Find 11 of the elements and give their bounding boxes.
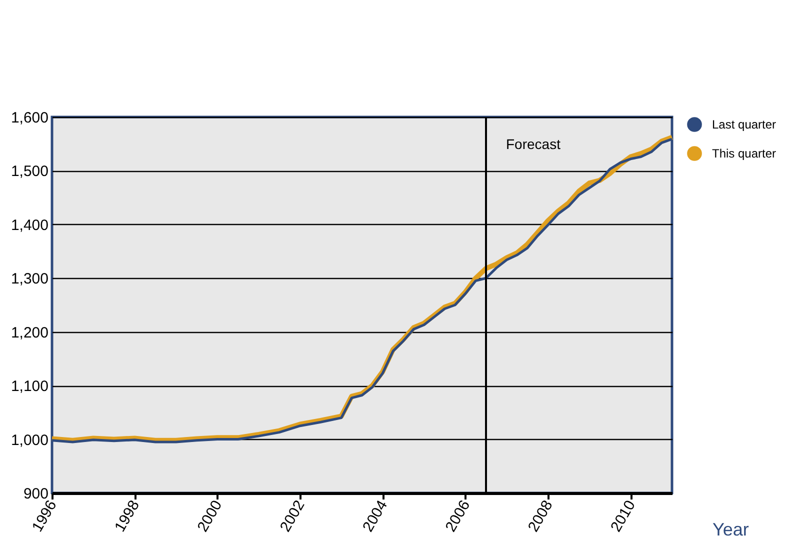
- y-tick-label: 1,000: [10, 432, 48, 449]
- y-tick-label: 1,300: [10, 270, 48, 288]
- x-axis-title: Year: [712, 520, 749, 537]
- ref-line-label: Forecast: [506, 136, 561, 152]
- y-tick-label: 1,600: [10, 110, 48, 126]
- y-tick-label: 1,100: [10, 378, 48, 396]
- legend-label: This quarter: [712, 146, 776, 160]
- y-tick-label: 1,200: [10, 324, 48, 342]
- y-tick-label: 1,500: [10, 163, 48, 180]
- y-tick-label: 1,400: [10, 216, 48, 234]
- legend-label: Last quarter: [712, 118, 776, 132]
